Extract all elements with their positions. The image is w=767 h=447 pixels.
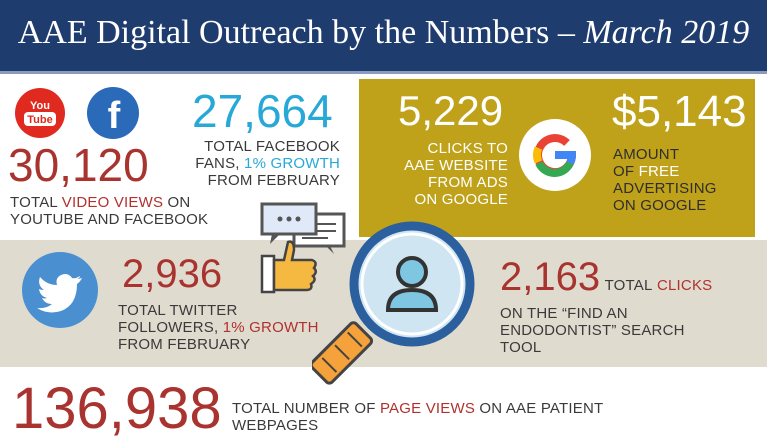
title-banner: AAE Digital Outreach by the Numbers – Ma… [0, 0, 767, 74]
page-views-caption-pre: TOTAL NUMBER OF [232, 400, 376, 417]
search-tool-heading: 2,163 TOTAL CLICKS [500, 256, 760, 298]
ad-clicks-caption-line2: AAE WEBSITE [404, 157, 508, 174]
ad-clicks-value: 5,229 [398, 87, 504, 134]
video-views-caption-line2: YOUTUBE AND FACEBOOK [10, 211, 209, 228]
page-views-caption-accent: PAGE VIEWS [379, 400, 476, 417]
twitter-followers-value: 2,936 [122, 252, 223, 296]
facebook-fans-caption-line1: TOTAL FACEBOOK [204, 138, 340, 155]
twitter-caption-line1: TOTAL TWITTER [118, 302, 238, 319]
search-tool-caption-pre: TOTAL [604, 277, 653, 294]
facebook-fans-caption-pre: FANS, [195, 155, 240, 172]
thumbs-up-icon [260, 240, 317, 294]
search-tool-caption: ON THE “FIND AN ENDODONTIST” SEARCH TOOL [500, 305, 760, 356]
page-views-caption-line2: WEBPAGES [232, 417, 319, 434]
facebook-glyph: f [108, 95, 121, 137]
chat-thumbs-decoration [258, 200, 350, 296]
video-views-value: 30,120 [8, 139, 149, 191]
title-date: March 2019 [583, 14, 750, 51]
page-title: AAE Digital Outreach by the Numbers – Ma… [0, 14, 767, 52]
twitter-caption-line3: FROM FEBRUARY [118, 336, 251, 353]
page-views-caption: TOTAL NUMBER OF PAGE VIEWS ON AAE PATIEN… [232, 400, 752, 434]
page-views-value: 136,938 [12, 376, 222, 441]
free-advertising-caption-line3: ADVERTISING [613, 180, 717, 197]
chat-bubbles-icon [260, 202, 346, 254]
free-advertising-caption-pre: OF [613, 163, 635, 180]
facebook-fans-caption: TOTAL FACEBOOK FANS, 1% GROWTH FROM FEBR… [190, 138, 340, 189]
magnifying-glass-user-icon [309, 218, 488, 390]
facebook-fans-caption-accent: 1% GROWTH [244, 155, 340, 172]
facebook-fans-caption-line3: FROM FEBRUARY [207, 172, 340, 189]
free-advertising-caption-line1: AMOUNT [613, 146, 680, 163]
search-tool-caption-accent: CLICKS [656, 277, 713, 294]
search-tool-caption-line2: ON THE “FIND AN [500, 305, 628, 322]
free-advertising-value: $5,143 [612, 87, 747, 136]
twitter-followers-caption: TOTAL TWITTER FOLLOWERS, 1% GROWTH FROM … [118, 302, 338, 353]
search-tool-caption-line4: TOOL [500, 339, 542, 356]
ad-clicks-caption-line1: CLICKS TO [427, 140, 508, 157]
free-advertising-caption-line4: ON GOOGLE [613, 197, 707, 214]
facebook-fans-value: 27,664 [192, 85, 333, 137]
twitter-icon [20, 250, 100, 330]
title-main: AAE Digital Outreach by the Numbers – [17, 14, 575, 51]
free-advertising-caption-accent: FREE [638, 163, 680, 180]
youtube-logo-text-1: You [30, 100, 50, 112]
free-advertising-caption: AMOUNT OF FREE ADVERTISING ON GOOGLE [613, 146, 753, 214]
youtube-logo-text-2: Tube [27, 114, 52, 126]
video-views-caption-pre: TOTAL [10, 194, 58, 211]
video-views-caption-accent: VIDEO VIEWS [61, 194, 164, 211]
twitter-caption-accent: 1% GROWTH [222, 319, 319, 336]
youtube-icon: You Tube [12, 87, 68, 139]
facebook-icon: f [86, 86, 140, 140]
ad-clicks-caption-line3: FROM ADS [428, 174, 508, 191]
page-views-caption-post: ON AAE PATIENT [479, 400, 604, 417]
ad-clicks-caption-line4: ON GOOGLE [414, 191, 508, 208]
search-tool-caption-line3: ENDODONTIST” SEARCH [500, 322, 685, 339]
video-views-caption: TOTAL VIDEO VIEWS ON YOUTUBE AND FACEBOO… [10, 194, 270, 228]
google-icon [518, 118, 592, 192]
search-tool-value: 2,163 [500, 255, 601, 299]
ad-clicks-caption: CLICKS TO AAE WEBSITE FROM ADS ON GOOGLE [380, 140, 508, 208]
video-views-caption-post: ON [167, 194, 191, 211]
twitter-caption-pre: FOLLOWERS, [118, 319, 219, 336]
